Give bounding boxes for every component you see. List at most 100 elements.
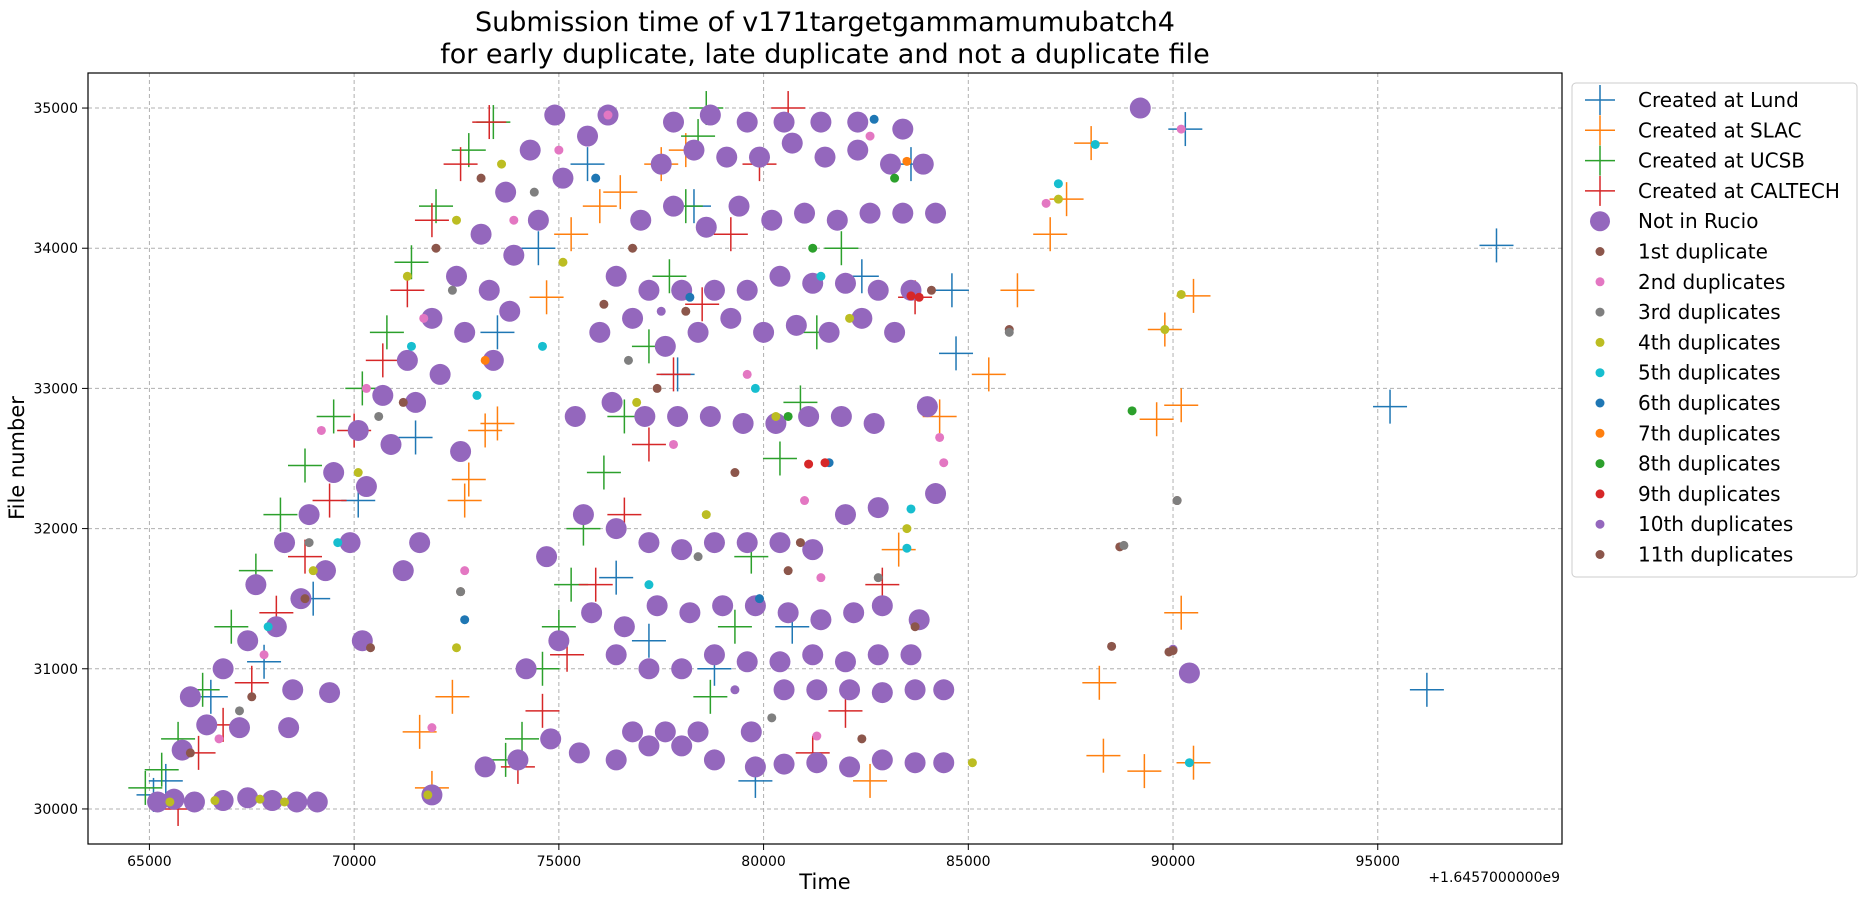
data-point — [288, 539, 323, 574]
legend-marker — [1585, 115, 1615, 146]
x-tick-label: 75000 — [537, 854, 582, 870]
data-point — [687, 321, 709, 343]
data-point — [802, 644, 824, 666]
data-point — [785, 314, 807, 336]
data-point — [687, 721, 709, 743]
data-point — [771, 411, 781, 421]
data-point — [773, 111, 795, 133]
data-point — [394, 245, 429, 280]
data-point — [730, 685, 740, 695]
data-point — [810, 111, 832, 133]
data-point — [632, 397, 642, 407]
data-point — [263, 497, 298, 532]
data-point — [646, 595, 668, 617]
data-point — [795, 538, 805, 548]
data-point — [308, 566, 318, 576]
data-point — [319, 682, 341, 704]
legend-label: 1st duplicate — [1638, 240, 1768, 264]
data-point — [845, 313, 855, 323]
data-point — [599, 560, 634, 595]
data-point — [859, 202, 881, 224]
data-point — [398, 420, 433, 455]
data-point — [280, 797, 290, 807]
data-point — [323, 462, 345, 484]
y-axis-label: File number — [5, 396, 29, 520]
data-point — [515, 658, 537, 680]
data-point — [568, 742, 590, 764]
data-point — [234, 706, 244, 716]
data-point — [353, 468, 363, 478]
data-point — [1041, 198, 1051, 208]
data-point — [419, 189, 454, 224]
data-point — [638, 658, 660, 680]
data-point — [925, 202, 947, 224]
data-point — [671, 735, 693, 757]
data-point — [548, 630, 570, 652]
series-created-at-caltech — [161, 91, 933, 826]
data-point — [871, 749, 893, 771]
data-point — [847, 111, 869, 133]
data-point — [147, 791, 169, 813]
data-point — [427, 723, 437, 733]
data-point — [228, 717, 250, 739]
data-point — [601, 391, 623, 413]
data-point — [570, 147, 605, 182]
data-point — [695, 216, 717, 238]
data-point — [402, 271, 412, 281]
data-point — [507, 749, 529, 771]
legend-item: 2nd duplicates — [1595, 270, 1785, 294]
x-tick-label: 90000 — [1151, 854, 1196, 870]
legend-label: 8th duplicates — [1638, 452, 1781, 476]
data-point — [1107, 641, 1117, 651]
data-point — [967, 758, 977, 768]
data-point — [605, 644, 627, 666]
data-point — [1178, 662, 1200, 684]
data-point — [212, 790, 234, 812]
data-point — [939, 336, 974, 371]
data-point — [210, 796, 220, 806]
data-point — [414, 203, 449, 238]
data-point — [693, 679, 728, 714]
data-point — [736, 279, 758, 301]
data-point — [537, 341, 547, 351]
data-point — [316, 399, 351, 434]
y-tick-label: 35000 — [33, 101, 78, 117]
data-point — [451, 133, 486, 168]
data-point — [681, 306, 691, 316]
data-point — [810, 609, 832, 631]
data-point — [720, 307, 742, 329]
data-point — [644, 580, 654, 590]
data-point — [685, 287, 720, 322]
data-point — [630, 209, 652, 231]
data-point — [1164, 595, 1199, 630]
x-tick-label: 80000 — [741, 854, 786, 870]
legend-item: 11th duplicates — [1595, 543, 1793, 567]
data-point — [732, 412, 754, 434]
data-point — [902, 543, 912, 553]
data-point — [843, 602, 865, 624]
data-point — [933, 679, 955, 701]
data-point — [877, 650, 887, 660]
data-point — [765, 412, 787, 434]
data-point — [703, 532, 725, 554]
data-point — [406, 341, 416, 351]
data-point — [1004, 327, 1014, 337]
data-point — [544, 104, 566, 126]
data-point — [910, 622, 920, 632]
data-point — [1139, 402, 1174, 437]
data-point — [1082, 665, 1117, 700]
data-point — [820, 458, 830, 468]
data-point — [873, 573, 883, 583]
data-point — [1176, 124, 1186, 134]
data-point — [871, 682, 893, 704]
data-point — [286, 791, 308, 813]
legend-item: 1st duplicate — [1595, 240, 1768, 264]
data-point — [1127, 754, 1162, 789]
data-point — [802, 539, 824, 561]
legend-label: 11th duplicates — [1638, 543, 1793, 567]
data-point — [754, 594, 764, 604]
data-point — [1409, 672, 1444, 707]
data-point — [892, 118, 914, 140]
data-point — [773, 753, 795, 775]
data-point — [586, 455, 621, 490]
